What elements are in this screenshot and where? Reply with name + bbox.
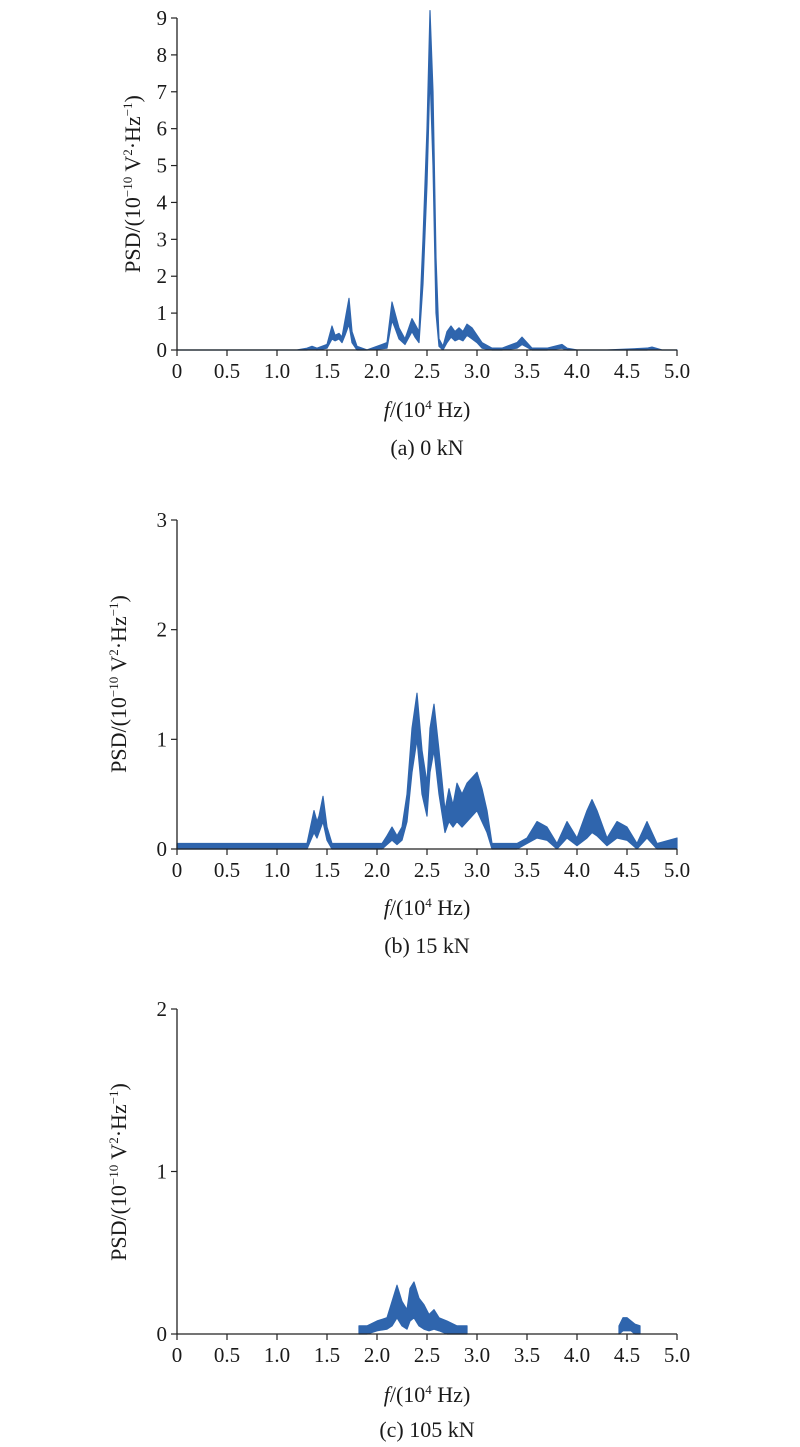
panel-b-x-tick-label-6: 3.0: [464, 858, 490, 882]
panel-a-x-tick-label-10: 5.0: [664, 359, 690, 383]
panel-c-ticks: 0 0.5 1.0 1.5 2.0 2.5 3.0 3.5 4.0 4.5 5.0 0 1 2: [157, 997, 691, 1367]
panel-a-y-tick-label-2: 2: [157, 264, 168, 288]
panel-b-y-axis-label: PSD/(10−10 V2·Hz−1): [106, 595, 131, 773]
panel-c-x-tick-label-1: 0.5: [214, 1343, 240, 1367]
panel-b-y-tick-label-0: 0: [157, 837, 168, 861]
panel-c-y-tick-label-1: 1: [157, 1160, 168, 1184]
panel-b-x-tick-label-8: 4.0: [564, 858, 590, 882]
panel-a-x-tick-label-0: 0: [172, 359, 183, 383]
panel-b-caption: (b) 15 kN: [384, 933, 470, 958]
panel-c-x-tick-label-2: 1.0: [264, 1343, 290, 1367]
panel-a-y-tick-label-9: 9: [157, 6, 168, 30]
panel-b-x-tick-label-10: 5.0: [664, 858, 690, 882]
panel-a-y-tick-label-4: 4: [157, 190, 168, 214]
panel-c-psd-band-1: [618, 1317, 641, 1335]
panel-c-x-tick-label-10: 5.0: [664, 1343, 690, 1367]
panel-a-y-tick-label-5: 5: [157, 154, 168, 178]
panel-a-psd-band-0: [176, 10, 678, 351]
panel-c-x-tick-label-8: 4.0: [564, 1343, 590, 1367]
panel-b-x-tick-label-2: 1.0: [264, 858, 290, 882]
panel-a-x-tick-label-9: 4.5: [614, 359, 640, 383]
panel-c-y-tick-label-0: 0: [157, 1322, 168, 1346]
panel-c-caption: (c) 105 kN: [379, 1417, 474, 1442]
panel-b-x-tick-label-0: 0: [172, 858, 183, 882]
panel-a-x-tick-label-2: 1.0: [264, 359, 290, 383]
panel-a-y-tick-label-7: 7: [157, 80, 168, 104]
panel-c-y-axis-label: PSD/(10−10 V2·Hz−1): [106, 1083, 131, 1261]
panel-c-x-tick-label-5: 2.5: [414, 1343, 440, 1367]
panel-a-y-tick-label-3: 3: [157, 227, 168, 251]
panel-a-plot: [176, 10, 678, 351]
panel-c-y-tick-label-2: 2: [157, 997, 168, 1021]
panel-c-x-tick-label-0: 0: [172, 1343, 183, 1367]
panel-c-x-tick-label-9: 4.5: [614, 1343, 640, 1367]
panel-c-psd-band-0: [358, 1281, 468, 1335]
panel-a-x-tick-label-6: 3.0: [464, 359, 490, 383]
panel-b-y-tick-label-2: 2: [157, 618, 168, 642]
panel-b-ticks: 0 0.5 1.0 1.5 2.0 2.5 3.0 3.5 4.0 4.5 5.0 0 1 2 3: [157, 508, 691, 882]
panel-a-x-tick-label-8: 4.0: [564, 359, 590, 383]
panel-c-chart: 0 0.5 1.0 1.5 2.0 2.5 3.0 3.5 4.0 4.5 5.0 0 1 2 f/(10…: [106, 997, 690, 1442]
panel-b-y-tick-label-1: 1: [157, 727, 168, 751]
panel-a-x-tick-label-4: 2.0: [364, 359, 390, 383]
panel-b-plot: [176, 692, 678, 850]
panel-b-x-tick-label-7: 3.5: [514, 858, 540, 882]
panel-a-y-tick-label-6: 6: [157, 117, 168, 141]
panel-c-x-tick-label-7: 3.5: [514, 1343, 540, 1367]
panel-b-x-axis-label: f/(104 Hz): [384, 895, 471, 920]
panel-b-x-tick-label-3: 1.5: [314, 858, 340, 882]
panel-a-x-tick-label-1: 0.5: [214, 359, 240, 383]
panel-a-x-axis-label: f/(104 Hz): [384, 397, 471, 422]
panel-c-x-tick-label-4: 2.0: [364, 1343, 390, 1367]
panel-a-y-tick-label-8: 8: [157, 43, 168, 67]
panel-a-y-axis-label: PSD/(10−10 V2·Hz−1): [120, 95, 145, 273]
panel-b-x-tick-label-1: 0.5: [214, 858, 240, 882]
panel-b-x-tick-label-5: 2.5: [414, 858, 440, 882]
panel-b-x-tick-label-9: 4.5: [614, 858, 640, 882]
panel-b-y-tick-label-3: 3: [157, 508, 168, 532]
panel-b-psd-band-0: [176, 692, 678, 850]
panel-c-x-tick-label-6: 3.0: [464, 1343, 490, 1367]
panel-a-x-tick-label-7: 3.5: [514, 359, 540, 383]
panel-a-ticks: 0 0.5 1.0 1.5 2.0 2.5 3.0 3.5 4.0 4.5 5.0 0 1 2 3 4 5 6 7 8…: [157, 6, 691, 383]
panel-a-chart: 0 0.5 1.0 1.5 2.0 2.5 3.0 3.5 4.0 4.5 5.0 0 1 2 3 4 5 6 7 8…: [120, 6, 690, 460]
panel-a-x-tick-label-5: 2.5: [414, 359, 440, 383]
panel-a-x-tick-label-3: 1.5: [314, 359, 340, 383]
panel-a-caption: (a) 0 kN: [390, 435, 463, 460]
panel-c-plot: [358, 1281, 641, 1335]
panel-b-x-tick-label-4: 2.0: [364, 858, 390, 882]
panel-b-chart: 0 0.5 1.0 1.5 2.0 2.5 3.0 3.5 4.0 4.5 5.0 0 1 2 3 f/(1…: [106, 508, 690, 958]
panel-c-x-axis-label: f/(104 Hz): [384, 1382, 471, 1407]
panel-a-y-tick-label-1: 1: [157, 301, 168, 325]
panel-a-y-tick-label-0: 0: [157, 338, 168, 362]
panel-c-x-tick-label-3: 1.5: [314, 1343, 340, 1367]
